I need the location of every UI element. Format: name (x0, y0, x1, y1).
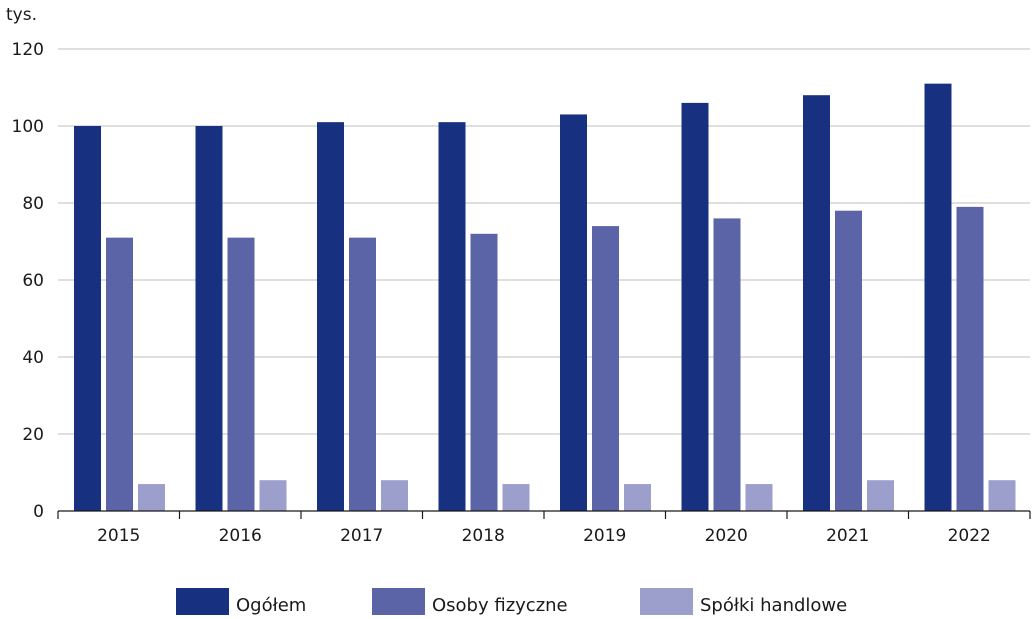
y-tick-label: 80 (22, 194, 44, 214)
x-tick-label: 2017 (340, 526, 383, 546)
x-tick-label: 2016 (219, 526, 262, 546)
bar-spółki-handlowe-2021 (867, 480, 894, 511)
bar-ogółem-2018 (438, 122, 466, 512)
bar-osoby-fizyczne-2021 (835, 210, 862, 511)
y-unit-label: tys. (6, 5, 37, 25)
bar-ogółem-2020 (681, 102, 709, 512)
y-tick-label: 60 (22, 271, 44, 291)
bar-spółki-handlowe-2018 (502, 484, 530, 511)
y-tick-label: 40 (22, 348, 44, 368)
y-axis-ticks: 0 20 40 60 80 100 120 (12, 40, 44, 522)
bar-spółki-handlowe-2017 (381, 480, 408, 511)
bar-ogółem-2019 (560, 114, 587, 511)
legend-label: Osoby fizyczne (432, 595, 568, 615)
bar-spółki-handlowe-2019 (624, 484, 651, 511)
bar-ogółem-2017 (317, 122, 344, 512)
bar-ogółem-2016 (195, 126, 223, 511)
x-tick-label: 2018 (462, 526, 505, 546)
bar-osoby-fizyczne-2017 (349, 237, 376, 511)
bar-osoby-fizyczne-2022 (956, 206, 984, 511)
legend-label: Ogółem (236, 595, 306, 615)
y-tick-label: 0 (33, 502, 44, 522)
bar-osoby-fizyczne-2015 (106, 237, 133, 511)
x-tick-label: 2022 (948, 526, 991, 546)
bar-spółki-handlowe-2020 (745, 484, 773, 511)
bar-spółki-handlowe-2022 (988, 480, 1016, 511)
x-tick-label: 2021 (826, 526, 869, 546)
x-tick-label: 2015 (97, 526, 140, 546)
bar-ogółem-2021 (803, 95, 830, 511)
y-tick-label: 20 (22, 425, 44, 445)
legend-swatch (640, 588, 693, 615)
bar-osoby-fizyczne-2018 (470, 233, 498, 512)
legend-swatch (372, 588, 425, 615)
x-axis: 2015 2016 2017 2018 2019 2020 2021 2022 (57, 510, 1031, 546)
bars (74, 83, 1016, 512)
bar-spółki-handlowe-2016 (259, 480, 287, 511)
legend-label: Spółki handlowe (700, 595, 847, 615)
bar-ogółem-2022 (924, 83, 952, 512)
bar-osoby-fizyczne-2019 (592, 226, 619, 511)
bar-osoby-fizyczne-2020 (713, 218, 741, 511)
legend-swatch (176, 588, 229, 615)
x-tick-label: 2020 (705, 526, 748, 546)
legend: Ogółem Osoby fizyczne Spółki handlowe (176, 588, 847, 616)
y-tick-label: 120 (12, 40, 44, 60)
bar-osoby-fizyczne-2016 (227, 237, 255, 511)
bar-ogółem-2015 (74, 126, 101, 511)
bar-spółki-handlowe-2015 (138, 484, 165, 511)
y-tick-label: 100 (12, 117, 44, 137)
x-tick-label: 2019 (583, 526, 626, 546)
